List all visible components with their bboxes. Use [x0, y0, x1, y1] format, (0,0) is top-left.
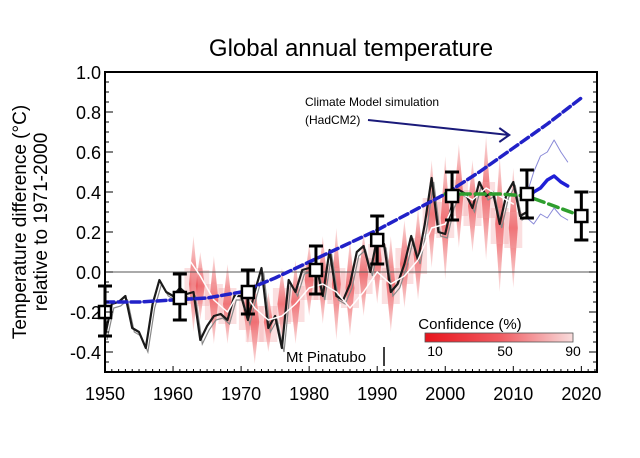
y-tick-label: 0.4 — [76, 183, 101, 203]
error-bar-marker — [172, 290, 188, 306]
error-bar-marker — [444, 188, 460, 204]
x-tick-label: 1980 — [289, 384, 329, 404]
y-axis-label-line1: Temperature difference (°C) — [10, 105, 31, 339]
legend-label-50: 50 — [497, 343, 513, 359]
y-axis-label-line2: relative to 1971-2000 — [31, 133, 52, 312]
y-tick-label: 0.0 — [76, 263, 101, 283]
error-bar-1961 — [172, 272, 188, 322]
error-bar-marker — [574, 208, 589, 224]
y-tick-label: 0.2 — [76, 223, 101, 243]
x-tick-label: 2020 — [561, 384, 601, 404]
series-line-forecast-upper-range — [526, 139, 569, 195]
y-axis-label: Temperature difference (°C) relative to … — [10, 105, 52, 339]
confidence-legend: Confidence (%) 10 50 90 — [418, 316, 581, 359]
legend-title: Confidence (%) — [418, 316, 521, 333]
model-annotation-line1: Climate Model simulation — [305, 95, 439, 109]
error-bar-2020 — [574, 190, 589, 242]
confidence-band-19 — [440, 156, 450, 280]
y-tick-label: -0.2 — [70, 303, 101, 323]
model-annotation-line2: (HadCM2) — [305, 113, 360, 127]
confidence-band-core-24 — [504, 212, 523, 248]
series-line-forecast-trend-green — [443, 192, 584, 218]
legend-label-10: 10 — [427, 343, 443, 359]
confidence-band-12 — [345, 240, 355, 336]
error-bar-marker — [519, 186, 535, 202]
x-tick-label: 2000 — [425, 384, 465, 404]
legend-label-90: 90 — [565, 343, 581, 359]
legend-colorbar — [424, 332, 574, 343]
error-bar-1990 — [369, 214, 385, 266]
x-tick-label: 1970 — [221, 384, 261, 404]
annotation-arrow — [367, 119, 512, 143]
confidence-band-1 — [195, 252, 205, 320]
error-bar-marker — [308, 262, 324, 278]
chart-title: Global annual temperature — [209, 35, 493, 62]
x-tick-label: 1950 — [85, 384, 125, 404]
x-tick-label: 1990 — [357, 384, 397, 404]
error-bar-1981 — [308, 244, 324, 296]
error-bar-marker — [240, 284, 256, 300]
y-tick-label: -0.4 — [70, 343, 101, 363]
x-axis: 1950 1960 1970 1980 1990 2000 2010 2020 — [85, 366, 601, 404]
x-tick-label: 1960 — [153, 384, 193, 404]
series-line-forecast-lower-range — [526, 207, 569, 225]
error-bar-2012 — [519, 168, 535, 220]
pinatubo-annotation: Mt Pinatubo — [286, 347, 385, 366]
model-annotation: Climate Model simulation (HadCM2) — [305, 95, 512, 143]
error-bar-marker — [369, 232, 385, 248]
x-tick-label: 2010 — [493, 384, 533, 404]
pinatubo-label: Mt Pinatubo — [286, 349, 366, 366]
y-axis: -0.4 -0.2 0.0 0.2 0.4 0.6 0.8 1.0 — [70, 63, 597, 373]
y-tick-label: 0.8 — [76, 103, 101, 123]
error-bar-1971 — [240, 268, 256, 316]
y-tick-label: 0.6 — [76, 143, 101, 163]
y-tick-label: 1.0 — [76, 63, 101, 83]
error-bar-2001 — [444, 170, 460, 222]
confidence-band-core-12 — [340, 272, 359, 308]
